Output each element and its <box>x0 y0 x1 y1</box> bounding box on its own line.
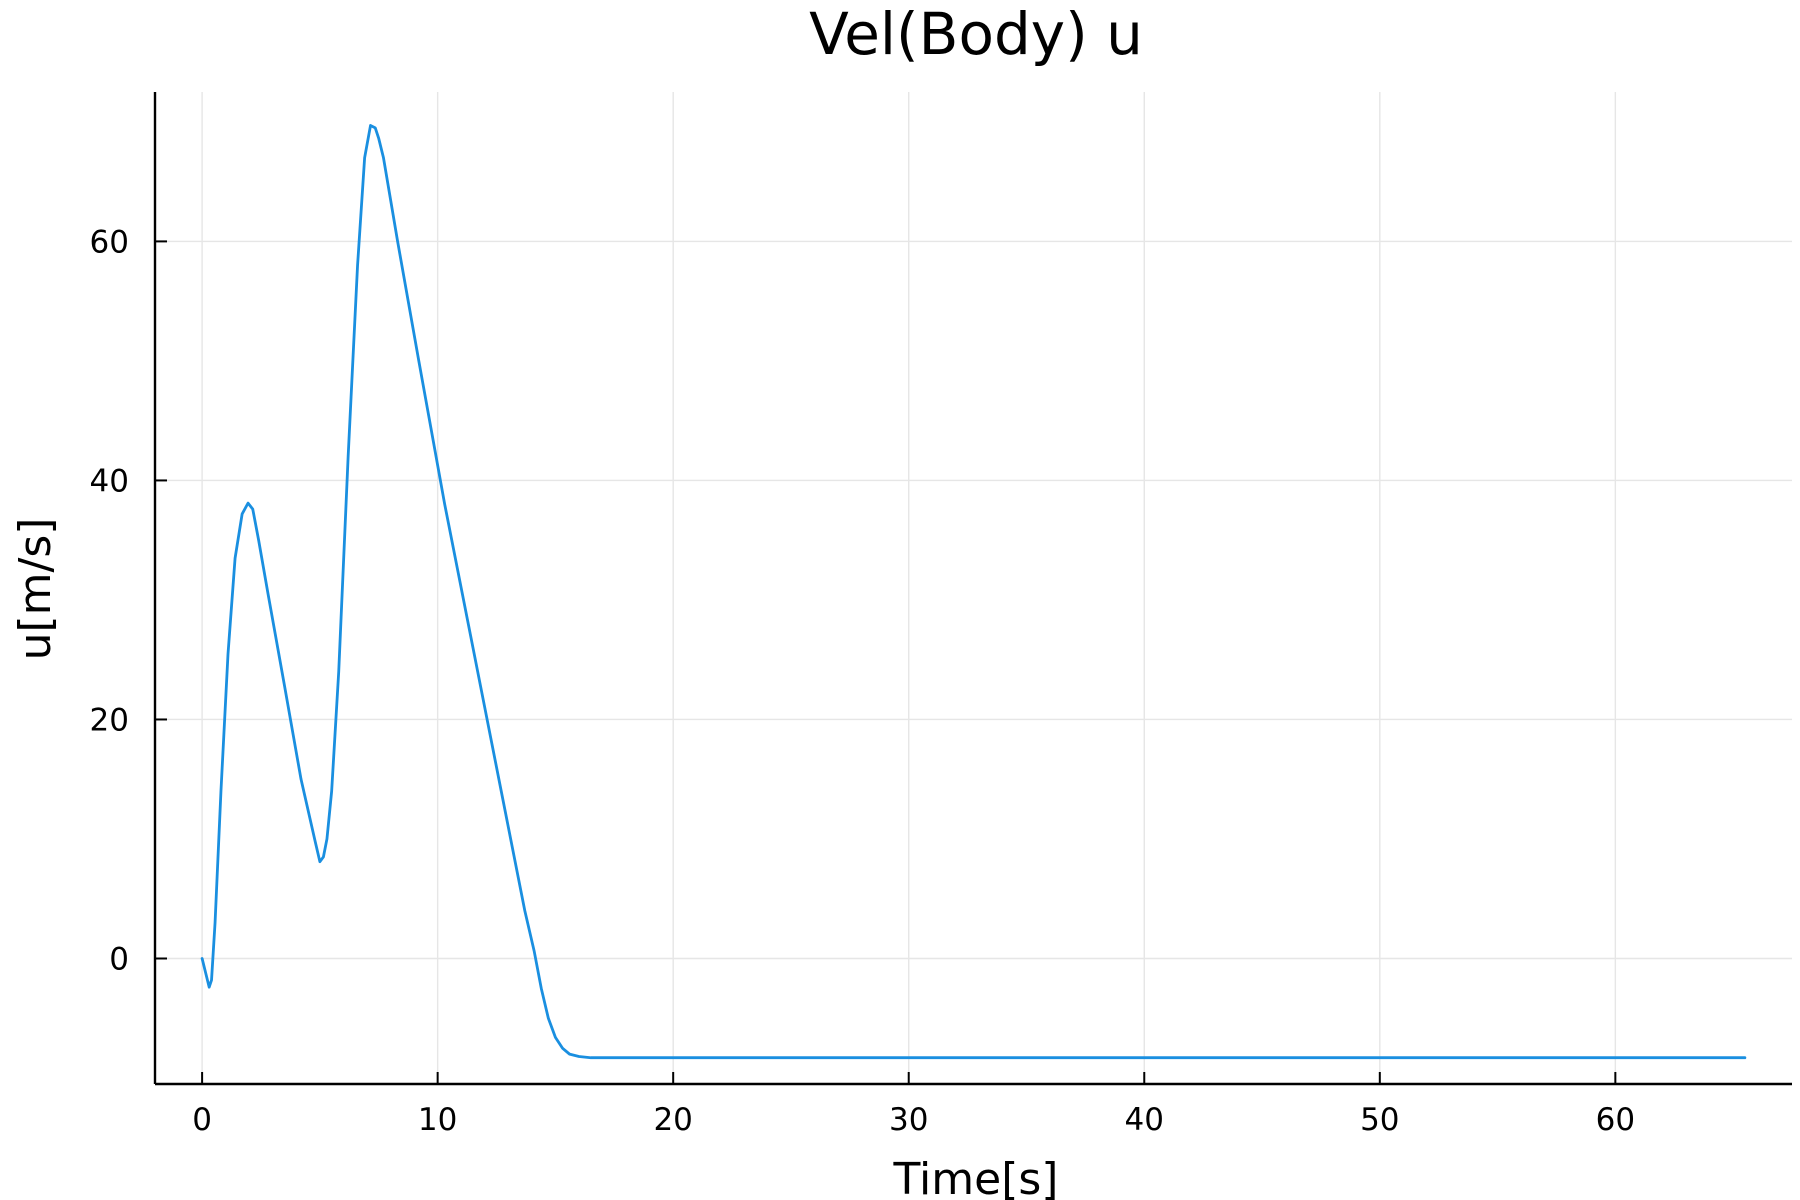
x-tick-label: 40 <box>1125 1102 1164 1138</box>
chart-title: Vel(Body) u <box>809 0 1143 68</box>
x-tick-label: 20 <box>653 1102 692 1138</box>
x-tick-label: 10 <box>418 1102 457 1138</box>
x-tick-label: 50 <box>1360 1102 1399 1138</box>
x-tick-label: 30 <box>889 1102 928 1138</box>
y-axis-ticks: 0 20 40 60 <box>90 224 167 978</box>
y-tick-label: 40 <box>90 463 129 499</box>
x-tick-label: 60 <box>1596 1102 1635 1138</box>
y-tick-label: 0 <box>109 942 129 978</box>
x-axis-label: Time[s] <box>893 1154 1059 1200</box>
y-tick-label: 20 <box>90 702 129 738</box>
y-axis-label: u[m/s] <box>10 518 61 661</box>
x-axis-ticks: 0 10 20 30 40 50 60 <box>192 1072 1635 1138</box>
x-tick-label: 0 <box>192 1102 212 1138</box>
y-tick-label: 60 <box>90 224 129 260</box>
x-gridlines <box>201 92 1617 1084</box>
plot-series <box>200 124 1747 1060</box>
series-line-1 <box>200 124 1747 1060</box>
y-gridlines <box>155 240 1792 960</box>
